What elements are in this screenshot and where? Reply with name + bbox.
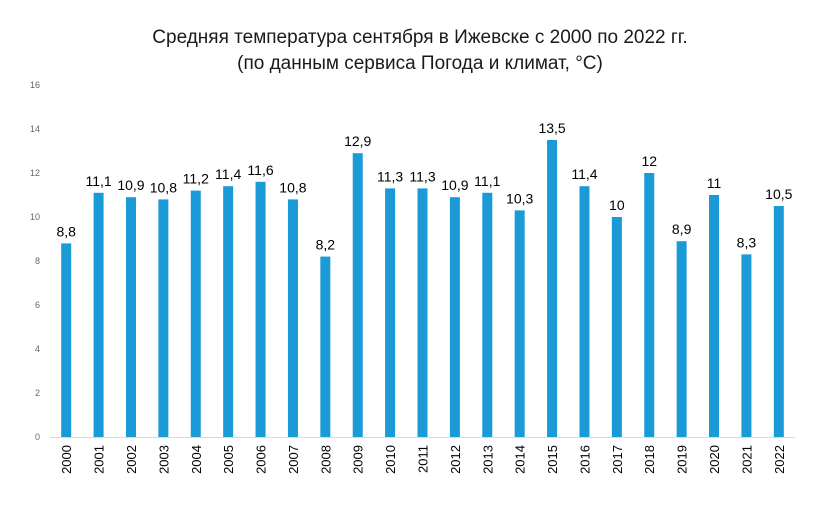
x-tick-label: 2004	[189, 445, 204, 474]
bar-2020	[709, 195, 720, 437]
x-tick-label: 2012	[448, 445, 463, 474]
data-label: 12	[641, 153, 657, 169]
y-tick-label: 4	[35, 344, 40, 354]
bar-2007	[287, 199, 298, 437]
bar-2017	[611, 217, 622, 437]
bar-2008	[320, 256, 331, 437]
data-label: 11,6	[247, 162, 273, 178]
data-labels: 8,8 11,1 10,9 10,8 11,2 11,4 11,6 10,8 8,2 12,9 11…	[56, 120, 792, 253]
chart-title: Средняя температура сентября в Ижевске с…	[152, 27, 687, 48]
x-tick-label: 2021	[739, 445, 754, 474]
bar-2009	[352, 153, 363, 437]
data-label: 8,8	[56, 223, 76, 239]
data-label: 8,9	[672, 221, 692, 237]
bar-2019	[676, 241, 687, 437]
bar-2014	[514, 210, 525, 437]
data-label: 11,1	[474, 173, 500, 189]
x-tick-label: 2010	[383, 445, 398, 474]
x-tick-label: 2017	[610, 445, 625, 474]
bar-2015	[547, 140, 558, 437]
bar-2005	[223, 186, 234, 437]
x-tick-label: 2020	[707, 445, 722, 474]
data-label: 11,1	[85, 173, 111, 189]
x-tick-label: 2015	[545, 445, 560, 474]
bar-2002	[125, 197, 136, 437]
bar-2018	[644, 173, 655, 437]
data-label: 8,3	[737, 234, 757, 250]
data-label: 10,8	[279, 179, 306, 195]
y-tick-label: 6	[35, 300, 40, 310]
y-tick-label: 16	[30, 80, 40, 90]
bars	[61, 140, 784, 437]
x-tick-label: 2003	[156, 445, 171, 474]
x-tick-label: 2008	[318, 445, 333, 474]
data-label: 11	[707, 175, 722, 191]
x-tick-label: 2005	[221, 445, 236, 474]
y-tick-label: 2	[35, 388, 40, 398]
bar-2021	[741, 254, 752, 437]
bar-2003	[158, 199, 169, 437]
x-tick-label: 2016	[577, 445, 592, 474]
bar-2022	[773, 206, 784, 437]
x-axis: 2000 2001 2002 2003 2004 2005 2006 2007 2008 2009…	[50, 437, 795, 474]
chart-subtitle: (по данным сервиса Погода и климат, °С)	[237, 53, 603, 74]
bar-2000	[61, 243, 72, 437]
x-tick-label: 2001	[92, 445, 107, 474]
data-label: 12,9	[344, 133, 371, 149]
data-label: 11,2	[183, 171, 209, 187]
bar-2016	[579, 186, 590, 437]
y-axis: 0 2 4 6 8 10 12 14 16	[30, 80, 40, 442]
y-tick-label: 14	[30, 124, 40, 134]
bar-2006	[255, 181, 266, 437]
y-tick-label: 0	[35, 432, 40, 442]
y-tick-label: 10	[30, 212, 40, 222]
data-label: 10	[609, 197, 625, 213]
y-tick-label: 8	[35, 256, 40, 266]
bar-2013	[482, 192, 493, 437]
bar-2010	[385, 188, 396, 437]
data-label: 10,9	[117, 177, 144, 193]
x-tick-label: 2009	[351, 445, 366, 474]
data-label: 10,5	[765, 186, 792, 202]
y-tick-label: 12	[30, 168, 40, 178]
x-tick-label: 2019	[675, 445, 690, 474]
data-label: 11,4	[215, 166, 241, 182]
x-tick-label: 2014	[513, 445, 528, 474]
x-tick-label: 2022	[772, 445, 787, 474]
data-label: 10,3	[506, 190, 533, 206]
data-label: 11,3	[409, 168, 435, 184]
x-tick-label: 2007	[286, 445, 301, 474]
x-tick-label: 2018	[642, 445, 657, 474]
x-tick-label: 2006	[254, 445, 269, 474]
x-tick-label: 2000	[59, 445, 74, 474]
data-label: 10,9	[441, 177, 468, 193]
data-label: 11,4	[571, 166, 597, 182]
data-label: 11,3	[377, 168, 403, 184]
bar-2004	[190, 190, 201, 437]
bar-2001	[93, 192, 104, 437]
data-label: 13,5	[538, 120, 565, 136]
data-label: 10,8	[150, 179, 177, 195]
bar-2011	[417, 188, 428, 437]
bar-2012	[449, 197, 460, 437]
x-tick-label: 2011	[416, 445, 431, 473]
x-tick-label: 2013	[480, 445, 495, 474]
data-label: 8,2	[316, 237, 336, 253]
x-tick-label: 2002	[124, 445, 139, 474]
